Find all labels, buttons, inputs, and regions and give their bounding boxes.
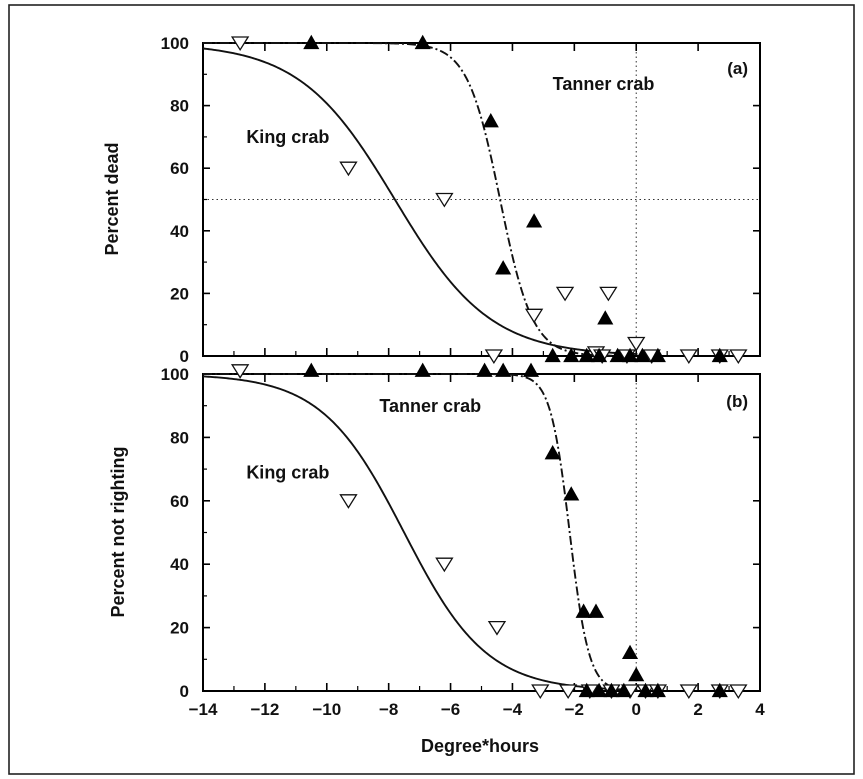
- x-tick-label-6: −6: [441, 700, 460, 719]
- x-tick-label-0: 0: [631, 700, 640, 719]
- panel-a-point-king-crab-14: [729, 349, 748, 365]
- panel-a-point-tanner-crab-3: [495, 260, 512, 275]
- y-tick-label-100: 100: [161, 365, 189, 384]
- panel-a-reference-lines: [203, 43, 760, 356]
- x-tick-label-8: −8: [379, 700, 398, 719]
- panel-b-point-king-crab-11: [679, 684, 699, 700]
- y-tick-label-60: 60: [170, 159, 189, 178]
- panel-a-point-king-crab-3: [484, 349, 504, 365]
- panel-a-fit-curve-king-crab: [202, 47, 638, 356]
- panel-a-point-tanner-crab-5: [544, 347, 561, 363]
- y-tick-label-40: 40: [170, 555, 189, 574]
- panel-a: 0 20 40 60 80 100 (a) Tanner crab King crab P…: [102, 34, 761, 366]
- panel-a-point-king-crab-2: [435, 192, 454, 208]
- panel-b-point-tanner-crab-13: [621, 644, 639, 660]
- panel-a-point-tanner-crab-6: [563, 347, 580, 363]
- panel-b-point-tanner-crab-15: [637, 682, 654, 698]
- panel-a-point-tanner-crab-10: [609, 347, 626, 363]
- y-tick-label-60: 60: [170, 492, 189, 511]
- panel-b-point-tanner-crab-17: [711, 682, 728, 698]
- panel-a-point-king-crab-1: [339, 161, 358, 177]
- panel-b-y-axis-title: Percent not righting: [108, 447, 128, 618]
- figure-border: [8, 4, 855, 775]
- x-tick-label-14: −14: [189, 700, 218, 719]
- panel-b: 0 20 40 60 80 100 −14 −12 −10 −8 −6 −4 −2 0 2 4 (b) Tan…: [108, 362, 766, 756]
- panel-a-annotation-tanner: Tanner crab: [553, 74, 655, 94]
- panel-b-point-tanner-crab-5: [544, 445, 561, 460]
- x-tick-label-10: −10: [312, 700, 341, 719]
- panel-b-ticks: [202, 373, 761, 692]
- panel-b-point-tanner-crab-12: [615, 682, 632, 698]
- panel-a-point-king-crab-12: [679, 349, 699, 365]
- panel-a-point-tanner-crab-12: [634, 347, 651, 363]
- panel-b-point-king-crab-1: [339, 494, 358, 509]
- x-tick-label-2: 2: [693, 700, 702, 719]
- panel-b-point-king-crab-5: [558, 684, 578, 700]
- panel-b-point-king-crab-3: [487, 620, 507, 636]
- panel-a-point-king-crab-8: [599, 286, 618, 302]
- panel-a-annotation-king: King crab: [246, 127, 329, 147]
- panel-b-point-tanner-crab-11: [603, 682, 620, 698]
- panel-b-point-tanner-crab-3: [495, 362, 512, 377]
- y-tick-label-20: 20: [170, 284, 189, 303]
- panel-a-point-king-crab-4: [524, 308, 544, 324]
- y-tick-label-40: 40: [170, 222, 189, 241]
- x-tick-label-12: −12: [250, 700, 279, 719]
- panel-b-point-king-crab-4: [531, 684, 550, 700]
- panel-b-point-tanner-crab-1: [414, 362, 431, 377]
- panel-b-point-tanner-crab-7: [575, 603, 592, 618]
- panel-b-point-king-crab-2: [435, 557, 454, 573]
- panel-b-point-king-crab-13: [729, 684, 748, 700]
- panel-a-point-tanner-crab-2: [482, 113, 499, 128]
- panel-b-point-tanner-crab-9: [578, 682, 595, 698]
- panel-b-point-tanner-crab-14: [628, 666, 645, 682]
- panel-b-label: (b): [726, 392, 748, 411]
- x-tick-label-4: 4: [755, 700, 765, 719]
- panel-b-annotation-tanner: Tanner crab: [379, 396, 481, 416]
- panel-a-point-king-crab-0: [230, 36, 250, 52]
- panel-a-point-tanner-crab-14: [711, 347, 728, 363]
- panel-a-point-tanner-crab-7: [578, 347, 595, 363]
- panel-a-point-tanner-crab-4: [526, 213, 543, 228]
- panel-a-label: (a): [727, 59, 748, 78]
- panel-b-point-tanner-crab-8: [587, 603, 605, 618]
- panel-b-annotation-king: King crab: [246, 463, 329, 483]
- y-tick-label-0: 0: [180, 347, 189, 366]
- panel-b-point-tanner-crab-6: [563, 486, 580, 501]
- panel-a-point-king-crab-10: [627, 336, 646, 352]
- panel-b-point-tanner-crab-4: [522, 362, 540, 377]
- panel-b-point-king-crab-0: [230, 364, 250, 379]
- panel-a-point-tanner-crab-8: [591, 347, 608, 363]
- y-tick-label-0: 0: [180, 682, 189, 701]
- panel-a-point-tanner-crab-1: [414, 34, 431, 50]
- x-tick-label-4: −4: [503, 700, 523, 719]
- x-axis-title: Degree*hours: [421, 736, 539, 756]
- panel-a-tick-labels: 0 20 40 60 80 100: [161, 34, 189, 366]
- panel-b-tick-labels: 0 20 40 60 80 100 −14 −12 −10 −8 −6 −4 −2 0 2 4: [161, 365, 766, 719]
- panel-a-points: [230, 34, 748, 365]
- y-tick-label-80: 80: [170, 428, 189, 447]
- panel-a-point-tanner-crab-11: [621, 347, 639, 363]
- panel-b-point-tanner-crab-16: [649, 682, 666, 698]
- panel-a-point-tanner-crab-13: [649, 347, 666, 363]
- x-tick-label-2: −2: [565, 700, 584, 719]
- y-tick-label-20: 20: [170, 619, 189, 638]
- panel-a-point-tanner-crab-9: [597, 310, 614, 325]
- panel-b-point-tanner-crab-10: [591, 682, 608, 698]
- panel-b-point-tanner-crab-2: [476, 362, 493, 377]
- panel-b-points: [230, 362, 748, 700]
- panel-a-point-king-crab-5: [555, 286, 575, 302]
- y-tick-label-100: 100: [161, 34, 189, 53]
- panel-a-point-tanner-crab-0: [303, 34, 320, 50]
- panel-b-point-tanner-crab-0: [303, 362, 320, 377]
- y-tick-label-80: 80: [170, 97, 189, 116]
- panel-a-y-axis-title: Percent dead: [102, 142, 122, 255]
